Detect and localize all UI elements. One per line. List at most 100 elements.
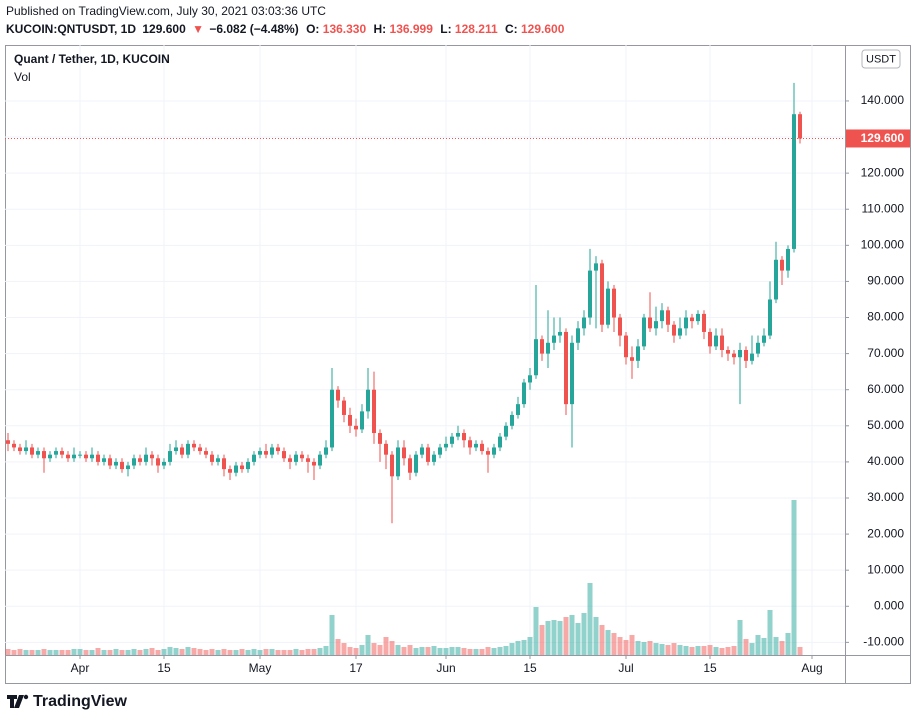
volume-bar <box>131 649 137 655</box>
volume-bar <box>545 621 551 655</box>
candle-body <box>588 270 592 318</box>
volume-bar <box>347 647 353 655</box>
volume-bar <box>797 647 803 655</box>
candle-body <box>600 263 604 325</box>
volume-bar <box>563 617 569 655</box>
volume-bar <box>83 650 89 655</box>
plot <box>5 82 845 655</box>
volume-bar <box>551 620 557 655</box>
candle-body <box>84 454 88 459</box>
volume-bar <box>191 648 197 655</box>
brand-name: TradingView <box>33 693 128 710</box>
candle-body <box>684 317 688 329</box>
volume-bar <box>179 649 185 655</box>
x-tick-label: Jul <box>618 661 633 675</box>
candle-body <box>216 458 220 462</box>
volume-bar <box>575 623 581 655</box>
volume-bar <box>791 500 797 655</box>
volume-bar <box>197 649 203 655</box>
volume-bar <box>395 645 401 655</box>
y-tick-label: 20.000 <box>867 526 904 540</box>
volume-bar <box>773 637 779 655</box>
volume-bar <box>695 646 701 655</box>
volume-bar <box>203 650 209 655</box>
candle-body <box>408 458 412 473</box>
y-tick-label: 60.000 <box>867 382 904 396</box>
y-tick-label: 0.000 <box>874 598 904 612</box>
volume-bar <box>467 649 473 655</box>
volume-bar <box>365 635 371 655</box>
published-line: Published on TradingView.com, July 30, 2… <box>6 4 326 18</box>
candle-body <box>774 259 778 300</box>
volume-bar <box>299 650 305 655</box>
candle-body <box>72 454 76 459</box>
volume-bar <box>173 648 179 655</box>
candle-body <box>468 440 472 448</box>
volume-bar <box>107 650 113 655</box>
candle-body <box>534 339 538 376</box>
candle-body <box>456 433 460 437</box>
candle-body <box>60 451 64 455</box>
candle-body <box>414 454 418 473</box>
volume-bar <box>287 650 293 655</box>
candle-body <box>264 451 268 455</box>
volume-bar <box>377 645 383 655</box>
volume-bar <box>503 646 509 655</box>
x-tick-label: 15 <box>703 661 717 675</box>
down-arrow: ▼ <box>192 22 204 36</box>
candle-body <box>366 389 370 412</box>
volume-bar <box>119 650 125 655</box>
volume-bar <box>155 650 161 655</box>
candle-body <box>138 458 142 462</box>
volume-bar <box>425 647 431 655</box>
candle-body <box>222 458 226 470</box>
y-tick-label: 120.000 <box>861 165 905 179</box>
volume-bar <box>785 633 791 655</box>
candle-body <box>108 458 112 466</box>
volume-bar <box>329 615 335 655</box>
volume-bar <box>281 650 287 655</box>
candle-body <box>690 317 694 322</box>
candle-body <box>180 447 184 455</box>
volume-bar <box>293 649 299 655</box>
volume-bar <box>401 647 407 655</box>
candle-body <box>276 447 280 452</box>
volume-bar <box>515 641 521 655</box>
volume-bar <box>761 638 767 655</box>
candle-body <box>342 400 346 415</box>
candle-body <box>126 465 130 470</box>
candle-body <box>798 114 802 139</box>
candle-body <box>636 346 640 361</box>
volume-bar <box>569 615 575 655</box>
volume-bar <box>485 647 491 655</box>
candle-body <box>540 339 544 354</box>
candle-body <box>708 331 712 347</box>
candle-body <box>678 328 682 336</box>
y-tick-label: 80.000 <box>867 310 904 324</box>
volume-bar <box>461 648 467 655</box>
volume-bar <box>245 650 251 655</box>
candle-body <box>378 433 382 444</box>
volume-bar <box>89 650 95 655</box>
candle-body <box>324 447 328 455</box>
currency-badge[interactable] <box>861 49 901 69</box>
candle-body <box>234 465 238 473</box>
volume-bar <box>11 650 17 655</box>
volume-bar <box>689 647 695 655</box>
volume-bar <box>731 646 737 655</box>
candle-body <box>648 317 652 329</box>
volume-bar <box>335 639 341 655</box>
volume-bar <box>557 621 563 655</box>
y-tick-label: 70.000 <box>867 346 904 360</box>
volume-bar <box>491 648 497 655</box>
volume-bar <box>185 647 191 655</box>
candle-body <box>594 263 598 271</box>
volume-bar <box>29 650 35 655</box>
candle-body <box>462 433 466 441</box>
candle-body <box>744 350 748 361</box>
candle-body <box>294 454 298 462</box>
candle-body <box>552 335 556 343</box>
candle-body <box>246 461 250 470</box>
volume-bar <box>215 650 221 655</box>
close-value: 129.600 <box>521 22 565 36</box>
